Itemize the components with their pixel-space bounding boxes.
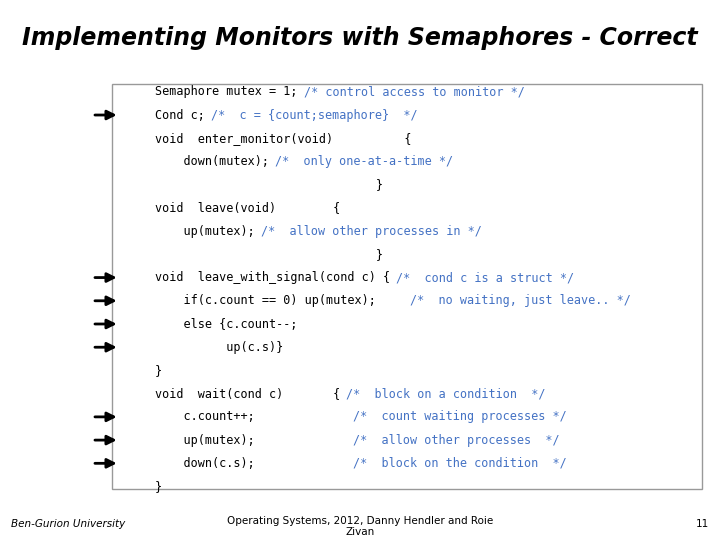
- Text: 11: 11: [696, 519, 709, 529]
- Text: Implementing Monitors with Semaphores - Correct: Implementing Monitors with Semaphores - …: [22, 26, 698, 50]
- Text: else {c.count--;: else {c.count--;: [155, 318, 297, 330]
- Text: void  enter_monitor(void)          {: void enter_monitor(void) {: [155, 132, 411, 145]
- Text: Ben-Gurion University: Ben-Gurion University: [11, 519, 125, 529]
- FancyBboxPatch shape: [112, 84, 702, 489]
- Text: /*  count waiting processes */: /* count waiting processes */: [353, 410, 567, 423]
- Text: /*  block on the condition  */: /* block on the condition */: [353, 457, 567, 470]
- Text: /* control access to monitor */: /* control access to monitor */: [304, 85, 524, 98]
- Text: Operating Systems, 2012, Danny Hendler and Roie: Operating Systems, 2012, Danny Hendler a…: [227, 516, 493, 526]
- Text: }: }: [155, 364, 162, 377]
- Text: Semaphore mutex = 1;: Semaphore mutex = 1;: [155, 85, 305, 98]
- Text: up(mutex);: up(mutex);: [155, 225, 261, 238]
- Text: void  leave(void)        {: void leave(void) {: [155, 201, 340, 214]
- Text: c.count++;: c.count++;: [155, 410, 354, 423]
- Text: /*  only one-at-a-time */: /* only one-at-a-time */: [275, 155, 454, 168]
- Text: down(c.s);: down(c.s);: [155, 457, 354, 470]
- Text: if(c.count == 0) up(mutex);: if(c.count == 0) up(mutex);: [155, 294, 411, 307]
- Text: void  leave_with_signal(cond c) {: void leave_with_signal(cond c) {: [155, 271, 397, 284]
- Text: /*  no waiting, just leave.. */: /* no waiting, just leave.. */: [410, 294, 631, 307]
- Text: Cond c;: Cond c;: [155, 109, 212, 122]
- Text: down(mutex);: down(mutex);: [155, 155, 276, 168]
- Text: }: }: [155, 248, 383, 261]
- Text: Zivan: Zivan: [346, 527, 374, 537]
- Text: /*  cond c is a struct */: /* cond c is a struct */: [395, 271, 574, 284]
- Text: /*  allow other processes in */: /* allow other processes in */: [261, 225, 482, 238]
- Text: }: }: [155, 178, 383, 191]
- Text: up(c.s)}: up(c.s)}: [155, 341, 283, 354]
- Text: /*  c = {count;semaphore}  */: /* c = {count;semaphore} */: [212, 109, 418, 122]
- Text: /*  block on a condition  */: /* block on a condition */: [346, 387, 546, 400]
- Text: up(mutex);: up(mutex);: [155, 434, 354, 447]
- Text: /*  allow other processes  */: /* allow other processes */: [353, 434, 559, 447]
- Text: void  wait(cond c)       {: void wait(cond c) {: [155, 387, 347, 400]
- Text: }: }: [155, 480, 162, 493]
